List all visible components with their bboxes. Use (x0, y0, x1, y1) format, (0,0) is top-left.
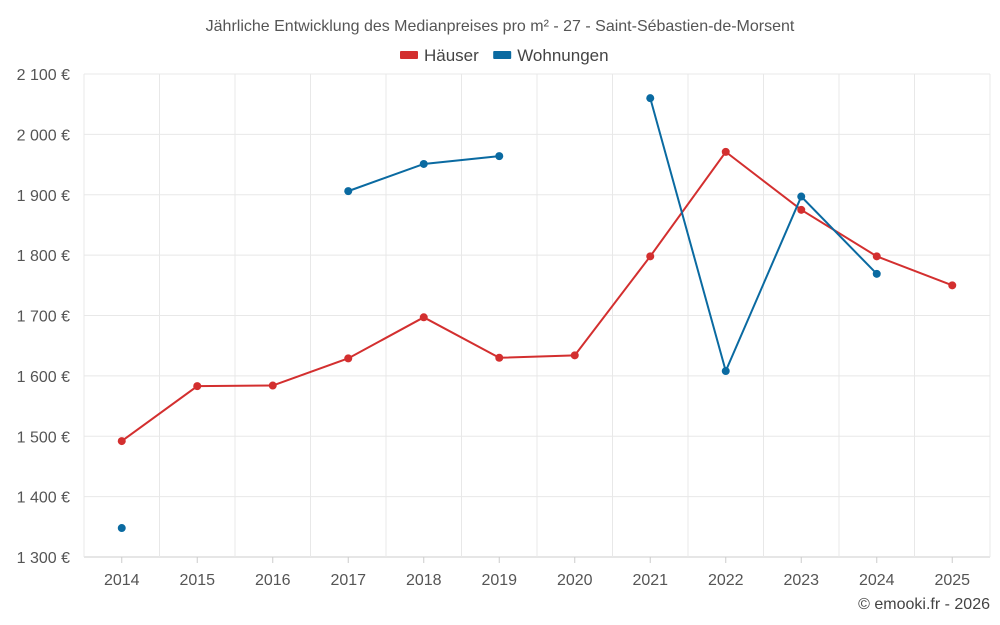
x-tick-label: 2017 (330, 572, 366, 589)
y-tick-label: 1 900 € (17, 188, 70, 205)
legend-label-wohnungen[interactable]: Wohnungen (517, 46, 608, 65)
series-line-h-user (121, 150, 953, 442)
x-tick-label: 2019 (481, 572, 517, 589)
data-point-h-user[interactable] (344, 354, 353, 363)
x-tick-label: 2021 (632, 572, 668, 589)
data-point-h-user[interactable] (193, 382, 202, 391)
y-tick-label: 1 300 € (17, 550, 70, 567)
grid (83, 73, 991, 558)
legend: Häuser Wohnungen (400, 46, 609, 65)
y-tick-label: 2 000 € (17, 127, 70, 144)
data-point-wohnungen[interactable] (495, 152, 504, 161)
x-tick-label: 2022 (708, 572, 744, 589)
data-point-wohnungen[interactable] (797, 192, 806, 201)
series-wohnungen (117, 94, 881, 533)
y-tick-label: 2 100 € (17, 67, 70, 84)
x-tick-label: 2024 (859, 572, 895, 589)
data-point-wohnungen[interactable] (646, 94, 655, 103)
legend-swatch-wohnungen[interactable] (493, 51, 512, 59)
x-tick-label: 2020 (557, 572, 593, 589)
x-axis: 2014 2015 2016 2017 2018 2019 2020 2021 2022 2023… (104, 557, 970, 589)
data-point-wohnungen[interactable] (419, 159, 428, 168)
data-point-h-user[interactable] (797, 205, 806, 214)
data-point-h-user[interactable] (117, 437, 126, 446)
legend-label-h-user[interactable]: Häuser (424, 46, 479, 65)
data-point-h-user[interactable] (721, 147, 730, 156)
data-point-wohnungen[interactable] (117, 524, 126, 533)
x-tick-label: 2023 (783, 572, 819, 589)
data-point-wohnungen[interactable] (721, 367, 730, 376)
credit-text: © emooki.fr - 2026 (858, 596, 990, 613)
data-point-h-user[interactable] (495, 353, 504, 362)
series-h-user (117, 147, 957, 446)
data-point-wohnungen[interactable] (344, 187, 353, 196)
data-point-h-user[interactable] (268, 381, 277, 390)
data-point-h-user[interactable] (872, 252, 881, 261)
x-tick-label: 2014 (104, 572, 140, 589)
data-point-h-user[interactable] (570, 351, 579, 360)
data-point-h-user[interactable] (419, 313, 428, 322)
x-tick-label: 2015 (179, 572, 215, 589)
y-axis: 1 300 € 1 400 € 1 500 € 1 600 € 1 700 € 1 800… (17, 67, 70, 567)
series-group (117, 94, 957, 533)
x-tick-label: 2018 (406, 572, 442, 589)
x-tick-label: 2016 (255, 572, 291, 589)
x-tick-label: 2025 (934, 572, 970, 589)
y-tick-label: 1 600 € (17, 369, 70, 386)
data-point-wohnungen[interactable] (872, 269, 881, 278)
y-tick-label: 1 700 € (17, 309, 70, 326)
y-tick-label: 1 800 € (17, 248, 70, 265)
legend-swatch-h-user[interactable] (400, 51, 418, 59)
data-point-h-user[interactable] (646, 252, 655, 261)
series-line-wohnungen (649, 97, 878, 375)
data-point-h-user[interactable] (948, 281, 957, 290)
chart-title: Jährliche Entwicklung des Medianpreises … (206, 18, 795, 35)
y-tick-label: 1 400 € (17, 490, 70, 507)
y-tick-label: 1 500 € (17, 429, 70, 446)
